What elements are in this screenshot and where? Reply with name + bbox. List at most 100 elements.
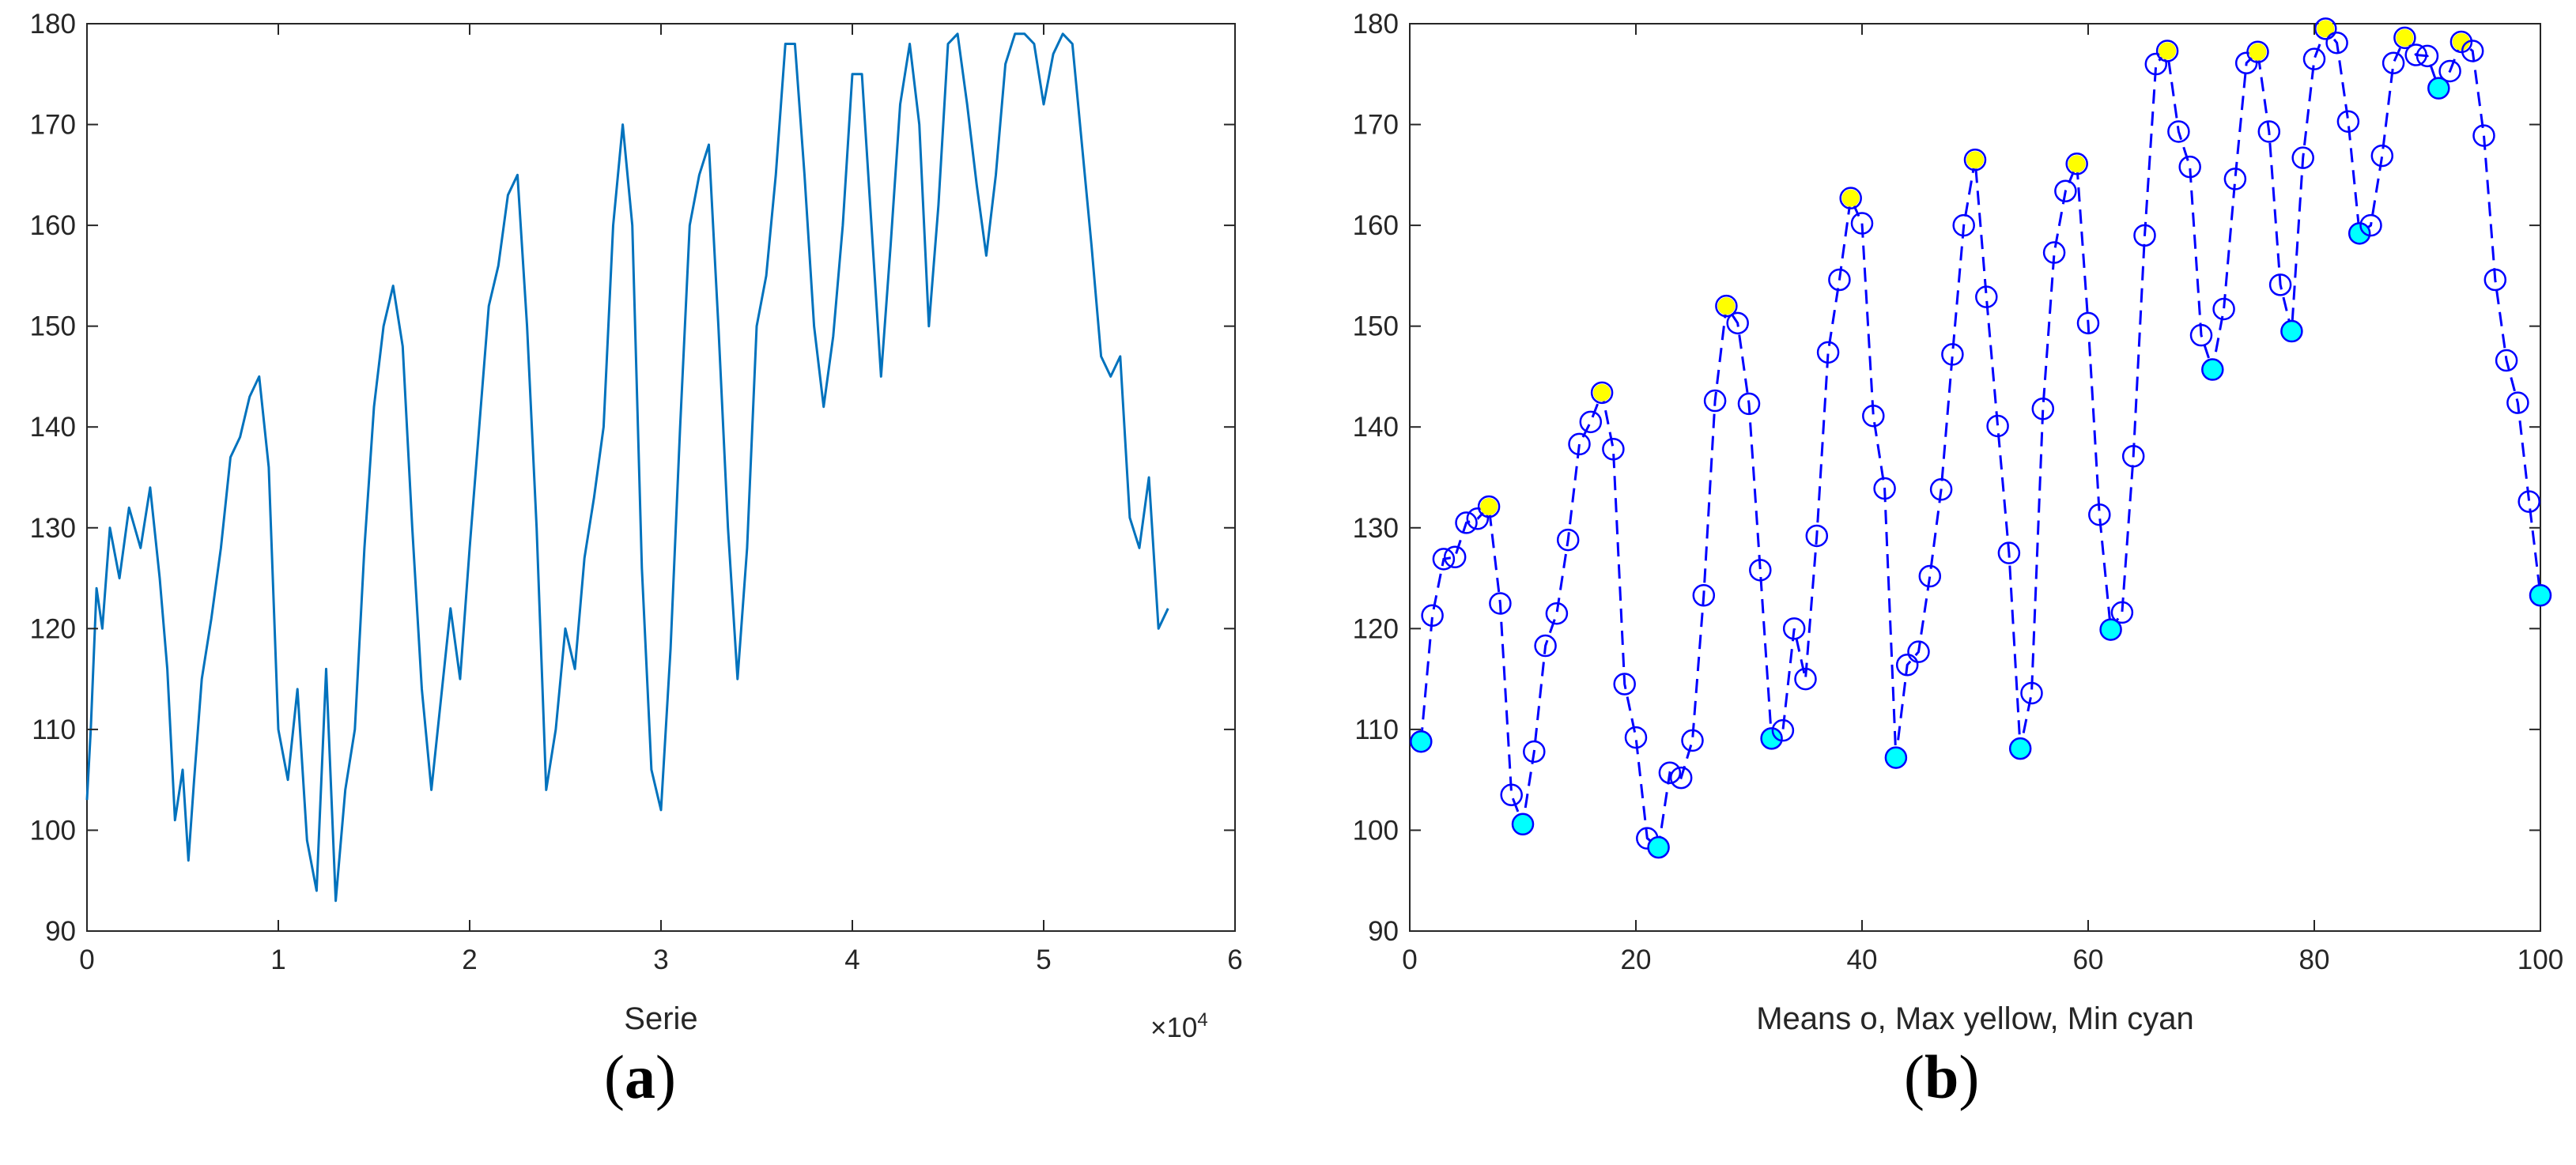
chart-b-data-point xyxy=(1907,640,1930,663)
chart-b-max-point xyxy=(2396,28,2414,47)
chart-b-data-point xyxy=(1466,507,1490,530)
chart-b-data-point xyxy=(1692,583,1716,607)
chart-b-data-point xyxy=(1918,564,1942,588)
chart-b-data-point xyxy=(2438,59,2461,83)
chart-b-data-point xyxy=(2076,311,2100,335)
chart-b-data-point xyxy=(1850,212,1874,235)
chart-b-data-point xyxy=(1782,617,1806,640)
chart-b-data-point xyxy=(2054,179,2077,202)
chart-b-data-point xyxy=(2144,52,2168,76)
chart-b-data-point xyxy=(1963,148,1987,172)
chart-a-y-tick-label: 150 xyxy=(30,311,76,342)
chart-b-data-point xyxy=(2461,40,2484,62)
chart-b-data-point xyxy=(1715,294,1738,318)
chart-b-data-point xyxy=(1771,718,1795,742)
chart-b-data-point xyxy=(2415,44,2439,68)
chart-b-data-point xyxy=(1952,213,1975,237)
chart-b-max-point xyxy=(1841,189,1860,207)
chart-b-y-tick-label: 150 xyxy=(1353,311,1399,342)
chart-a-x-ticks: 0 1 2 3 4 5 6 xyxy=(79,24,1243,975)
chart-b-x-axis-label: Means o, Max yellow, Min cyan xyxy=(1756,1001,2194,1036)
chart-b: 0 20 40 60 80 100 90 100 110 120 130 140 150 160 170 1… xyxy=(1353,9,2564,1036)
chart-b-x-tick-label: 20 xyxy=(1621,944,1652,975)
chart-b-y-tick-label: 130 xyxy=(1353,513,1399,544)
chart-b-x-tick-label: 100 xyxy=(2517,944,2563,975)
chart-b-data-point xyxy=(1828,268,1851,292)
chart-b-data-point xyxy=(1410,730,1433,753)
chart-b-data-point xyxy=(1986,414,2009,438)
chart-b-data-point xyxy=(2449,30,2473,54)
chart-b-min-point xyxy=(2101,620,2121,639)
chart-b-data-point xyxy=(1794,667,1817,691)
chart-b-max-point xyxy=(2159,42,2177,60)
chart-a-x-exponent-label: ×104 xyxy=(1150,1009,1208,1043)
chart-a-x-tick-label: 0 xyxy=(79,944,94,975)
chart-a-x-axis-label: Serie xyxy=(624,1001,697,1036)
chart-a-y-tick-label: 160 xyxy=(30,210,76,241)
chart-b-data-point xyxy=(2472,124,2495,147)
chart-b-min-point xyxy=(1649,838,1668,858)
chart-b-data-point xyxy=(1613,673,1636,696)
chart-b-data-point xyxy=(2189,323,2213,347)
chart-a-series-group xyxy=(85,32,1169,903)
chart-b-data-point xyxy=(2121,444,2145,468)
chart-b-data-point xyxy=(2031,398,2055,420)
chart-b-data-point xyxy=(2155,40,2179,62)
chart-b-data-point xyxy=(2427,77,2450,100)
chart-b-y-tick-label: 90 xyxy=(1368,916,1399,947)
chart-a-y-tick-label: 130 xyxy=(30,513,76,544)
chart-b-data-point xyxy=(2314,17,2337,40)
chart-b-max-point xyxy=(1480,497,1498,515)
chart-a-series-line xyxy=(85,32,1169,903)
chart-b-y-ticks: 90 100 110 120 130 140 150 160 170 180 xyxy=(1353,9,2540,947)
chart-b-data-point xyxy=(1895,654,1919,677)
chart-b-data-point xyxy=(2280,319,2303,343)
chart-b-data-point xyxy=(2336,110,2360,133)
chart-b-min-point xyxy=(2350,224,2370,243)
chart-b-data-point xyxy=(2133,224,2156,247)
chart-b-min-point xyxy=(1411,732,1431,752)
chart-b-data-point xyxy=(2359,213,2382,237)
chart-b-data-point xyxy=(1749,559,1772,582)
chart-b-data-point xyxy=(1477,495,1501,518)
chart-b-x-tick-label: 80 xyxy=(2299,944,2330,975)
chart-a-x-tick-label: 4 xyxy=(844,944,859,975)
chart-b-x-tick-label: 40 xyxy=(1847,944,1878,975)
chart-b-max-point xyxy=(1966,151,1984,169)
chart-b-data-point xyxy=(2246,40,2269,63)
chart-b-x-tick-label: 0 xyxy=(1402,944,1417,975)
chart-b-x-tick-label: 60 xyxy=(2073,944,2104,975)
chart-b-data-point xyxy=(2268,273,2292,296)
chart-b-data-point xyxy=(2370,144,2394,168)
chart-b-y-tick-label: 170 xyxy=(1353,110,1399,141)
chart-b-min-point xyxy=(2531,586,2550,605)
chart-b-data-point xyxy=(1669,766,1693,790)
chart-b-y-tick-label: 110 xyxy=(1354,714,1399,745)
chart-b-min-point xyxy=(1513,814,1532,834)
chart-b-x-ticks: 0 20 40 60 80 100 xyxy=(1402,24,2563,975)
chart-b-data-point xyxy=(1590,381,1614,405)
chart-a-y-tick-label: 90 xyxy=(45,916,76,947)
chart-b-data-point xyxy=(1681,729,1704,752)
chart-b-data-point xyxy=(2291,146,2314,169)
chart-a-x-tick-label: 6 xyxy=(1227,944,1242,975)
chart-b-data-point xyxy=(2483,268,2507,292)
panel-label-b: (b) xyxy=(1904,1042,1980,1111)
chart-b-data-point xyxy=(1500,783,1523,807)
chart-b-min-point xyxy=(1762,729,1781,748)
chart-b-data-point xyxy=(1726,311,1749,335)
chart-b-max-point xyxy=(2249,43,2267,61)
chart-a-y-ticks: 90 100 110 120 130 140 150 160 170 180 xyxy=(30,9,1235,947)
chart-b-y-tick-label: 140 xyxy=(1353,412,1399,443)
chart-a-y-tick-label: 170 xyxy=(30,110,76,141)
chart-b-series-line xyxy=(1419,26,2542,850)
chart-b-min-point xyxy=(2011,739,2030,759)
chart-b-data-point xyxy=(2167,120,2190,143)
chart-b-data-point xyxy=(1534,634,1557,658)
chart-b-min-point xyxy=(2203,360,2223,379)
chart-b-y-tick-label: 120 xyxy=(1353,613,1399,644)
chart-a-plot-box xyxy=(86,23,1236,932)
chart-b-data-point xyxy=(1545,601,1569,625)
chart-b-series-group xyxy=(1410,17,2552,859)
